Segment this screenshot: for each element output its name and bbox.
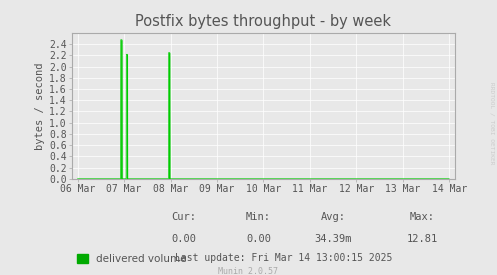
Text: 0.00: 0.00 — [246, 234, 271, 244]
Text: Cur:: Cur: — [171, 212, 196, 222]
Text: RRDTOOL / TOBI OETIKER: RRDTOOL / TOBI OETIKER — [490, 82, 495, 165]
Text: Avg:: Avg: — [321, 212, 345, 222]
Title: Postfix bytes throughput - by week: Postfix bytes throughput - by week — [135, 14, 392, 29]
Text: 0.00: 0.00 — [171, 234, 196, 244]
Text: Max:: Max: — [410, 212, 435, 222]
Y-axis label: bytes / second: bytes / second — [35, 62, 45, 150]
Text: 12.81: 12.81 — [407, 234, 438, 244]
Text: Min:: Min: — [246, 212, 271, 222]
Text: 34.39m: 34.39m — [314, 234, 352, 244]
Text: Last update: Fri Mar 14 13:00:15 2025: Last update: Fri Mar 14 13:00:15 2025 — [174, 253, 392, 263]
Text: Munin 2.0.57: Munin 2.0.57 — [219, 267, 278, 275]
Legend: delivered volume: delivered volume — [77, 254, 186, 264]
